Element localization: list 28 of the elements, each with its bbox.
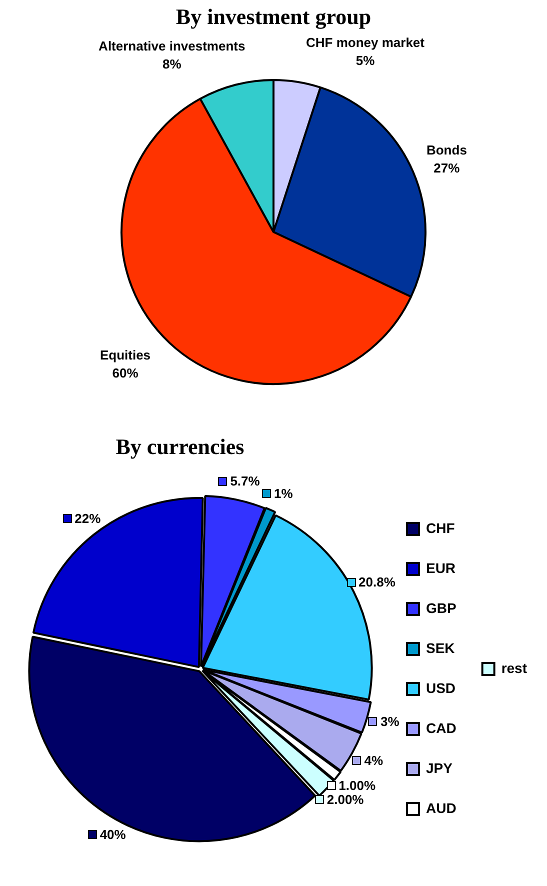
data-label: 60% (112, 365, 139, 380)
data-label: 40% (100, 827, 126, 842)
slice-label: Alternative investments (98, 38, 246, 54)
legend-label: SEK (426, 640, 455, 656)
legend-label: JPY (426, 760, 454, 776)
legend-label: rest (501, 660, 528, 676)
legend-label: USD (426, 680, 456, 696)
chart-title: By investment group (174, 3, 372, 31)
legend-label: CHF (426, 520, 456, 536)
data-label: 3% (380, 714, 400, 730)
data-label: 20.8% (358, 574, 396, 590)
data-label: 5.7% (230, 474, 260, 488)
data-label: 22% (74, 511, 102, 526)
data-label: 8% (162, 56, 182, 72)
data-label: 1.00% (338, 778, 376, 794)
legend-label: CAD (426, 720, 456, 736)
data-label: 27% (434, 160, 460, 176)
data-label: 1% (274, 486, 294, 501)
data-label: 2.00% (326, 792, 364, 807)
data-label: 4% (364, 752, 384, 768)
legend-label: AUD (426, 800, 456, 816)
slice-label: CHF money market (306, 34, 426, 50)
chart-title: By currencies (114, 433, 246, 461)
legend-label: EUR (426, 560, 456, 576)
slice-label: Bonds (426, 142, 467, 158)
slice-label: Equities (100, 347, 151, 362)
legend-label: GBP (426, 600, 456, 616)
data-label: 5% (356, 52, 376, 68)
